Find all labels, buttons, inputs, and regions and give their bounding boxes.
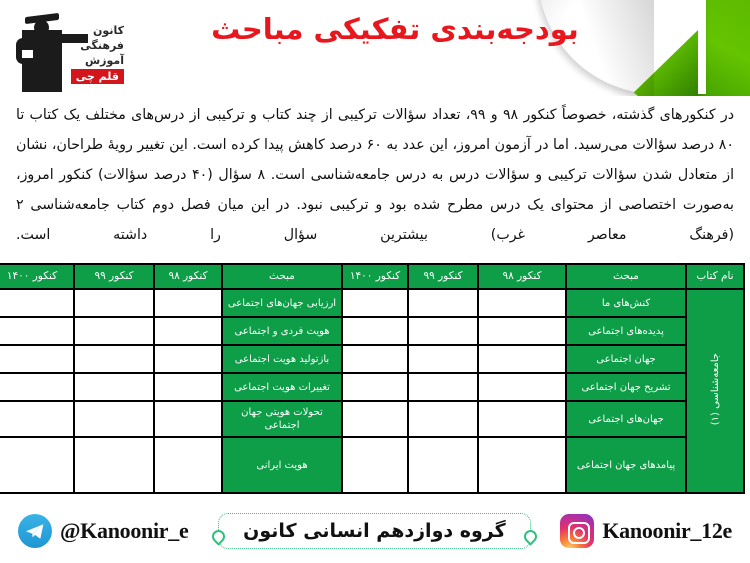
location-pin-icon-left — [209, 527, 228, 546]
cell-k99-left: - — [73, 344, 155, 374]
table-body: جامعه‌شناسی (۱) کنش‌های ما - - ارزیابی ج… — [0, 288, 745, 494]
cell-k1400-left: ۱ — [0, 372, 75, 402]
lectern-shape — [54, 34, 88, 43]
cell-k98-right: - — [477, 344, 567, 374]
cell-k1400-right: ۱ (ترکیبی با تشریح جهان اجتماعی) — [341, 436, 409, 494]
cell-topic-right: تشریح جهان اجتماعی — [565, 372, 687, 402]
cell-k1400-right — [341, 400, 409, 438]
cell-k1400-left — [0, 316, 75, 346]
page-footer: @Kanoonir_e گروه دوازدهم انسانی کانون Ka… — [0, 505, 750, 557]
table-row: تشریح جهان اجتماعی - - تغییرات هویت اجتم… — [0, 372, 744, 402]
location-pin-icon-right — [520, 527, 540, 546]
cell-k98-left: - — [153, 372, 223, 402]
col-header-konkur-99-left: کنکور ۹۹ — [73, 263, 155, 290]
col-header-konkur-99-right: کنکور ۹۹ — [407, 263, 479, 290]
cell-k99-right: - — [407, 436, 479, 494]
cell-k99-left: - — [73, 400, 155, 438]
page-title: بودجه‌بندی تفکیکی مباحث — [211, 12, 579, 46]
instagram-handle-label: Kanoonir_12e — [602, 518, 732, 543]
cell-topic-right: پدیده‌های اجتماعی — [565, 316, 687, 346]
cell-k98-right: - — [477, 316, 567, 346]
col-header-konkur-98-left: کنکور ۹۸ — [153, 263, 223, 290]
cell-k99-right: - — [407, 344, 479, 374]
table-row: جهان‌های اجتماعی - - تحولات هویتی جهان ا… — [0, 400, 744, 438]
cell-k98-left: ۱ — [153, 436, 223, 494]
table-row: پیامدهای جهان اجتماعی - - ۱ (ترکیبی با ت… — [0, 436, 744, 494]
cell-k1400-right — [341, 344, 409, 374]
cell-k99-right: - — [407, 288, 479, 318]
cell-k98-right: - — [477, 288, 567, 318]
col-header-konkur-98-right: کنکور ۹۸ — [477, 263, 567, 290]
col-header-book-name: نام کتاب — [685, 263, 745, 290]
cell-k99-right: ۱ — [407, 316, 479, 346]
cell-k99-left: - — [73, 372, 155, 402]
cell-k99-left: ۱ — [73, 436, 155, 494]
cell-k1400-right — [341, 372, 409, 402]
telegram-icon — [18, 514, 53, 548]
cell-k1400-right — [341, 316, 409, 346]
cell-k1400-left — [0, 400, 75, 438]
cell-topic-right: پیامدهای جهان اجتماعی — [565, 436, 687, 494]
cell-topic-right: جهان اجتماعی — [565, 344, 687, 374]
table-header-row: نام کتاب مبحث کنکور ۹۸ کنکور ۹۹ کنکور ۱۴… — [0, 263, 745, 290]
cell-k98-left: ۱ — [153, 400, 223, 438]
book-icon — [20, 48, 35, 60]
table-row: جهان اجتماعی - - بازتولید هویت اجتماعی -… — [0, 344, 744, 374]
cell-topic-left: هویت فردی و اجتماعی — [221, 316, 343, 346]
intro-paragraph: در کنکورهای گذشته، خصوصاً کنکور ۹۸ و ۹۹،… — [16, 107, 735, 243]
cell-topic-left: بازتولید هویت اجتماعی — [221, 344, 343, 374]
table-row: جامعه‌شناسی (۱) کنش‌های ما - - ارزیابی ج… — [0, 288, 745, 494]
cell-k1400-right — [341, 288, 409, 318]
cell-k99-right: - — [407, 372, 479, 402]
cell-k98-left: - — [153, 288, 223, 318]
col-header-konkur-1400-left: کنکور ۱۴۰۰ — [0, 263, 75, 290]
logo-line-1: کانون — [93, 24, 124, 37]
cell-k99-right: - — [407, 400, 479, 438]
cell-k98-right: - — [477, 372, 567, 402]
group-badge: گروه دوازدهم انسانی کانون — [209, 513, 540, 549]
telegram-link[interactable]: @Kanoonir_e — [18, 514, 189, 548]
cell-k99-left: - — [73, 316, 155, 346]
cell-k98-left: - — [153, 344, 223, 374]
graduate-figure-icon — [14, 8, 88, 92]
logo-wordmark: کانون فرهنگی آموزش قلم چی — [70, 24, 124, 84]
logo-line-2: فرهنگی — [80, 39, 124, 52]
cell-topic-left: هویت ایرانی — [221, 436, 343, 494]
logo-line-3: آموزش — [85, 54, 124, 67]
budget-breakdown-table: نام کتاب مبحث کنکور ۹۸ کنکور ۹۹ کنکور ۱۴… — [0, 263, 745, 494]
cell-book-name: جامعه‌شناسی (۱) — [685, 288, 745, 494]
cell-k98-left: ۱ — [153, 316, 223, 346]
cell-topic-right: جهان‌های اجتماعی — [565, 400, 687, 438]
col-header-topic-right: مبحث — [565, 263, 687, 290]
cell-topic-left: تحولات هویتی جهان اجتماعی — [221, 400, 343, 438]
logo-brand-ghalamchi: قلم چی — [70, 69, 124, 84]
cell-topic-left: ارزیابی جهان‌های اجتماعی — [221, 288, 343, 318]
telegram-handle-label: @Kanoonir_e — [60, 518, 189, 543]
cell-topic-right: کنش‌های ما — [565, 288, 687, 318]
cell-k1400-left — [0, 288, 75, 318]
cell-k99-left: - — [73, 288, 155, 318]
cell-topic-left: تغییرات هویت اجتماعی — [221, 372, 343, 402]
instagram-link[interactable]: Kanoonir_12e — [560, 514, 732, 548]
col-header-topic-left: مبحث — [221, 263, 343, 290]
cell-k1400-left — [0, 344, 75, 374]
cell-k1400-left — [0, 436, 75, 494]
kanoon-logo: کانون فرهنگی آموزش قلم چی — [8, 6, 126, 94]
cell-k98-right: - — [477, 400, 567, 438]
group-label: گروه دوازدهم انسانی کانون — [243, 520, 506, 542]
table-row: پدیده‌های اجتماعی - ۱ هویت فردی و اجتماع… — [0, 316, 744, 346]
head-shape — [34, 20, 49, 35]
cell-k98-right: - — [477, 436, 567, 494]
col-header-konkur-1400-right: کنکور ۱۴۰۰ — [341, 263, 409, 290]
instagram-icon — [560, 514, 595, 548]
page-header: کانون فرهنگی آموزش قلم چی بودجه‌بندی تفک… — [0, 0, 750, 96]
